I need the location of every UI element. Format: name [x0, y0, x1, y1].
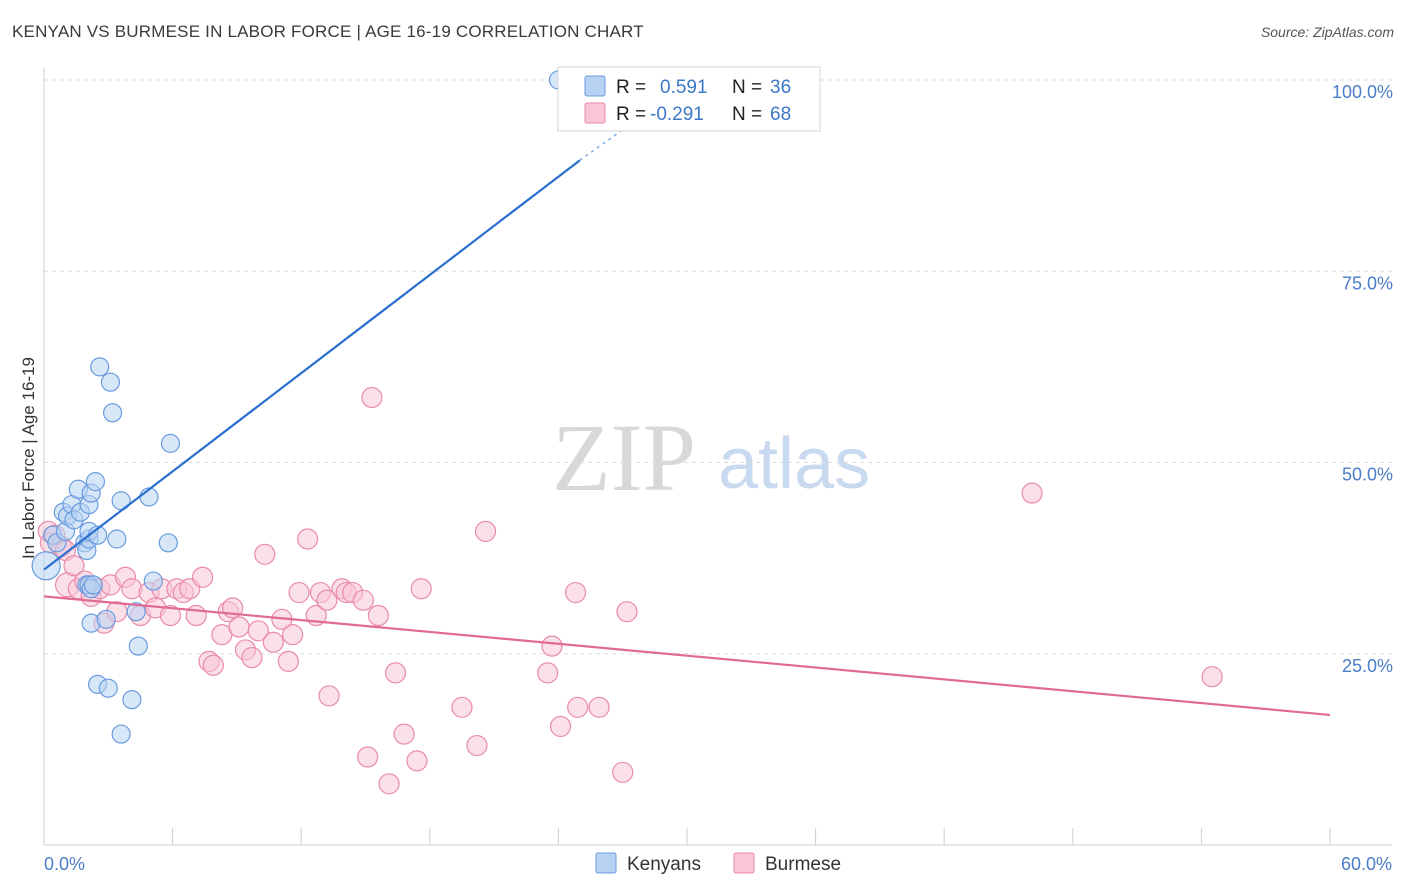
- burmese-point: [541, 635, 563, 657]
- kenyan-point: [111, 724, 131, 744]
- x-tick-max: 60.0%: [1341, 854, 1392, 874]
- burmese-point: [474, 520, 497, 542]
- trendlines: [43, 121, 1331, 717]
- kenyan-point: [143, 571, 163, 591]
- kenyan-point: [96, 609, 116, 629]
- burmese-point: [247, 620, 269, 642]
- burmese-point: [410, 578, 432, 600]
- burmese-point: [282, 624, 304, 646]
- burmese-point: [297, 528, 319, 550]
- burmese-point: [549, 715, 572, 738]
- burmese-point: [192, 566, 214, 588]
- burmese-point: [241, 646, 263, 669]
- correlation-legend: R = 0.591 N = 36 R = -0.291 N = 68: [557, 66, 821, 132]
- watermark-zip: ZIP: [552, 404, 696, 511]
- legend-kenyan-r-label: R =: [616, 77, 646, 98]
- kenyan-point: [158, 533, 178, 553]
- burmese-points: [37, 386, 1223, 795]
- burmese-point: [564, 581, 587, 604]
- y-tick-label: 75.0%: [1342, 273, 1393, 293]
- kenyan-point: [122, 690, 142, 710]
- burmese-point: [384, 662, 407, 684]
- burmese-point: [63, 555, 85, 577]
- legend-burmese-n-label: N =: [732, 104, 762, 125]
- x-tick-min: 0.0%: [44, 854, 85, 874]
- burmese-point: [1021, 482, 1043, 504]
- series-legend: Kenyans Burmese: [595, 852, 841, 875]
- burmese-point: [588, 696, 610, 718]
- legend-burmese-swatch: [584, 102, 606, 124]
- legend-kenyan-r-value: 0.591: [660, 77, 708, 98]
- burmese-point: [316, 589, 338, 611]
- burmese-point: [567, 696, 589, 718]
- kenyan-point: [107, 529, 127, 549]
- grid: [44, 79, 1392, 655]
- y-tick-label: 50.0%: [1342, 465, 1393, 485]
- burmese-point: [466, 734, 488, 757]
- legend-burmese-n-value: 68: [770, 104, 791, 125]
- y-axis-label: In Labor Force | Age 16-19: [19, 357, 38, 559]
- bottom-legend-kenyan-label: Kenyans: [627, 854, 701, 875]
- burmese-point: [406, 750, 428, 772]
- burmese-point: [228, 616, 250, 638]
- source-label: Source: ZipAtlas.com: [1260, 24, 1394, 40]
- burmese-point: [357, 746, 379, 768]
- burmese-point: [121, 578, 143, 600]
- burmese-point: [361, 386, 383, 409]
- burmese-trendline: [43, 595, 1331, 717]
- burmese-point: [378, 773, 400, 795]
- burmese-point: [288, 581, 310, 604]
- burmese-point: [367, 604, 389, 627]
- bottom-legend-burmese-label: Burmese: [765, 854, 841, 875]
- burmese-point: [159, 604, 182, 627]
- kenyan-point: [128, 636, 148, 656]
- burmese-point: [451, 696, 473, 718]
- burmese-point: [185, 604, 207, 627]
- legend-kenyan-swatch: [584, 75, 606, 97]
- legend-kenyan-n-label: N =: [732, 77, 762, 98]
- axes: [43, 68, 1392, 846]
- burmese-point: [393, 723, 415, 745]
- kenyan-point: [102, 403, 123, 423]
- bottom-legend-burmese-swatch: [733, 852, 755, 874]
- watermark-atlas: atlas: [718, 424, 870, 504]
- kenyan-point: [90, 357, 110, 377]
- burmese-point: [277, 650, 299, 673]
- burmese-point: [202, 654, 224, 676]
- kenyan-point: [160, 433, 181, 453]
- kenyan-point: [31, 551, 61, 581]
- burmese-point: [254, 543, 276, 565]
- burmese-point: [537, 662, 559, 684]
- y-tick-label: 100.0%: [1332, 82, 1393, 102]
- legend-burmese-r-label: R =: [616, 104, 646, 125]
- kenyan-point: [98, 678, 118, 698]
- kenyan-trendline: [43, 159, 581, 571]
- kenyan-point: [100, 372, 121, 392]
- kenyan-points: [31, 70, 569, 744]
- chart-title: KENYAN VS BURMESE IN LABOR FORCE | AGE 1…: [12, 22, 644, 41]
- burmese-point: [352, 589, 374, 611]
- burmese-point: [318, 685, 340, 707]
- kenyan-point: [126, 602, 146, 622]
- legend-kenyan-n-value: 36: [770, 77, 791, 98]
- y-tick-label: 25.0%: [1342, 656, 1393, 676]
- y-tick-labels: 25.0% 50.0% 75.0% 100.0%: [1332, 82, 1393, 676]
- legend-burmese-r-value: -0.291: [650, 104, 704, 125]
- kenyan-point: [85, 472, 106, 492]
- burmese-point: [616, 601, 638, 623]
- burmese-point: [612, 761, 634, 783]
- bottom-legend-kenyan-swatch: [595, 852, 617, 874]
- burmese-point: [1201, 666, 1223, 688]
- burmese-point: [262, 631, 284, 653]
- kenyan-point: [83, 575, 103, 595]
